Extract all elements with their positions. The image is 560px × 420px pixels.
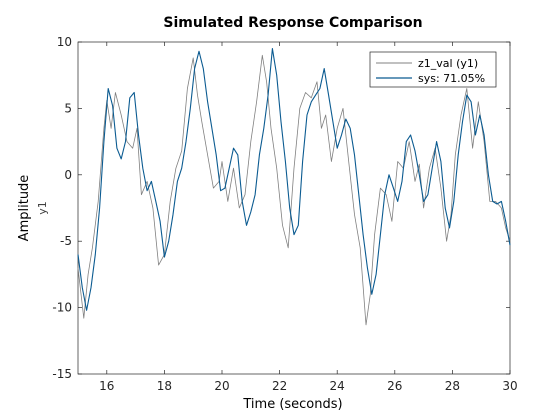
legend-label-model: sys: 71.05% [418, 72, 485, 85]
y-ticks: -15 -10 -5 0 5 10 [52, 35, 510, 381]
series-layer [77, 48, 511, 326]
series-measured-line [77, 54, 511, 326]
axes[interactable]: 16 18 20 22 24 26 28 30 -15 -10 -5 0 5 10 [52, 35, 517, 393]
x-tick-label: 22 [272, 379, 287, 393]
series-model-line [77, 48, 511, 311]
legend[interactable]: z1_val (y1) sys: 71.05% [369, 51, 497, 88]
x-tick-label: 26 [387, 379, 402, 393]
y-tick-label: 0 [64, 168, 72, 182]
x-tick-label: 30 [502, 379, 517, 393]
y-axis-label: Amplitude [17, 175, 32, 242]
x-tick-label: 24 [330, 379, 345, 393]
y-tick-label: -5 [60, 234, 72, 248]
y-tick-label: -15 [52, 367, 72, 381]
y-tick-label: -10 [52, 301, 72, 315]
channel-label: y1 [36, 201, 49, 215]
x-axis-label: Time (seconds) [242, 397, 342, 412]
x-tick-label: 20 [214, 379, 229, 393]
legend-box [369, 51, 497, 88]
plot-area [77, 41, 511, 375]
y-tick-label: 10 [57, 35, 72, 49]
legend-label-measured: z1_val (y1) [418, 57, 478, 70]
x-tick-label: 28 [445, 379, 460, 393]
x-ticks: 16 18 20 22 24 26 28 30 [99, 42, 518, 393]
x-tick-label: 18 [157, 379, 172, 393]
chart-title: Simulated Response Comparison [163, 15, 422, 31]
y-tick-label: 5 [64, 101, 72, 115]
x-tick-label: 16 [99, 379, 114, 393]
